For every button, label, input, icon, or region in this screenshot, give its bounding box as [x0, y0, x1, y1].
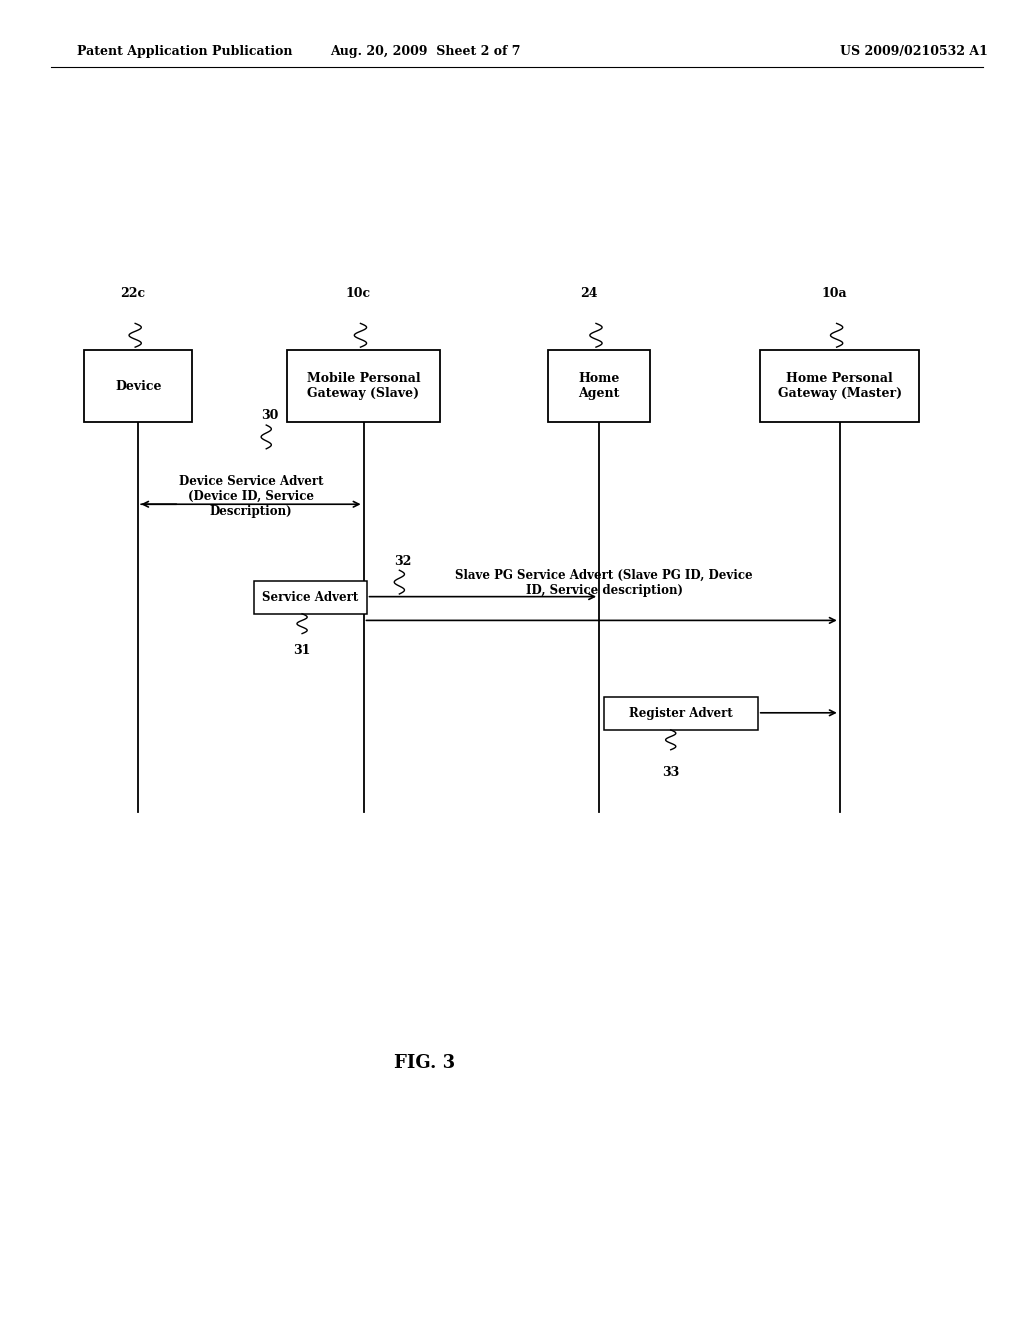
Text: Device: Device — [115, 380, 162, 392]
Text: Service Advert: Service Advert — [262, 591, 358, 603]
Text: Register Advert: Register Advert — [629, 708, 733, 719]
Text: 31: 31 — [294, 644, 310, 657]
Bar — [548, 350, 650, 422]
Bar — [287, 350, 440, 422]
Text: 30: 30 — [261, 409, 279, 422]
Text: Patent Application Publication: Patent Application Publication — [77, 45, 292, 58]
Text: Device Service Advert
(Device ID, Service
Description): Device Service Advert (Device ID, Servic… — [178, 475, 324, 519]
Bar — [85, 350, 193, 422]
Text: Slave PG Service Advert (Slave PG ID, Device
ID, Service description): Slave PG Service Advert (Slave PG ID, De… — [456, 569, 753, 597]
Text: Home
Agent: Home Agent — [579, 372, 620, 400]
Text: Aug. 20, 2009  Sheet 2 of 7: Aug. 20, 2009 Sheet 2 of 7 — [330, 45, 520, 58]
Text: Home Personal
Gateway (Master): Home Personal Gateway (Master) — [777, 372, 902, 400]
Text: 22c: 22c — [120, 286, 145, 300]
Text: Mobile Personal
Gateway (Slave): Mobile Personal Gateway (Slave) — [307, 372, 420, 400]
Text: FIG. 3: FIG. 3 — [394, 1053, 456, 1072]
Bar — [760, 350, 920, 422]
Text: 10c: 10c — [345, 286, 371, 300]
Text: 32: 32 — [394, 554, 412, 568]
Text: 24: 24 — [581, 286, 598, 300]
Text: US 2009/0210532 A1: US 2009/0210532 A1 — [840, 45, 987, 58]
Text: 10a: 10a — [821, 286, 847, 300]
Bar — [604, 697, 758, 730]
Bar — [254, 581, 367, 614]
Text: 33: 33 — [663, 766, 679, 779]
